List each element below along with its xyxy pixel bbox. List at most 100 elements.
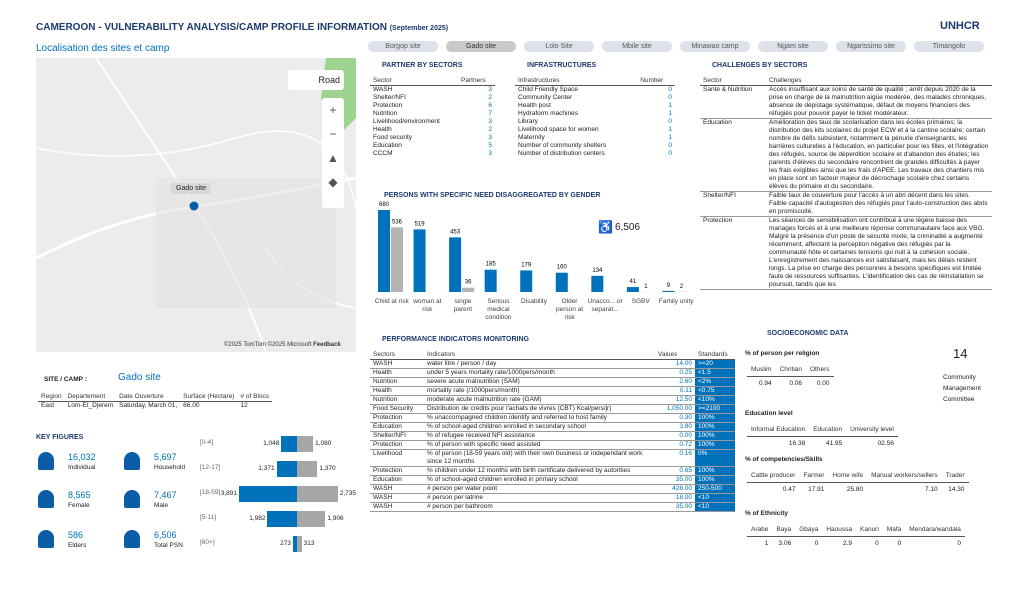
bar — [413, 229, 426, 292]
key-figure-icon — [124, 490, 140, 508]
category-label: Child at risk — [374, 298, 409, 305]
column-header: Region — [38, 393, 65, 402]
pyramid-value-label: 1,906 — [327, 515, 344, 522]
table-row: Education % of school-aged children enrol… — [370, 475, 735, 485]
bar — [378, 210, 390, 292]
socio-table: Arabe Baya Gbaya Haoussa Kanuri Mafa Mendara/w… — [747, 524, 965, 551]
column-header: Sector — [700, 77, 766, 86]
feedback-link[interactable]: Feedback — [313, 342, 341, 348]
site-tab[interactable]: Ngam site — [758, 41, 828, 52]
table-cell: 02.56 — [877, 440, 894, 447]
table-cell: 17.91 — [808, 486, 825, 493]
table: Region Departement Date Ouverture Surface (… — [38, 393, 273, 410]
column-header: Manual workers/sellers — [867, 470, 942, 483]
site-tab[interactable]: Timangolo — [914, 41, 984, 52]
table-cell: Child Friendly Space — [518, 86, 578, 93]
table-cell: Protection — [703, 217, 733, 224]
table-row: Health 2 — [370, 126, 495, 134]
section-title: PARTNER BY SECTORS — [382, 62, 463, 69]
table-cell: Education — [703, 119, 732, 126]
table-cell: Lom-Et_Djerem — [67, 402, 114, 409]
table-row: 16.38 41.95 02.56 — [747, 437, 898, 452]
column-header: Mafa — [882, 524, 906, 537]
socio-table-title: % of Ethnicity — [745, 510, 788, 517]
table-cell: Health — [373, 126, 392, 133]
table-row: Health mortality rate (/1000pers/month) 0.… — [370, 386, 735, 396]
table-cell: Faible taux de couverture pour l'accès à… — [769, 192, 988, 215]
map[interactable]: Road + − ▲ ◆ Gado site ©2025 TomTom ©2025 M… — [36, 58, 356, 352]
table-cell: >=2100 — [695, 404, 735, 414]
table-cell: Nutrition — [373, 396, 398, 403]
date: (September 2025) — [389, 25, 449, 32]
table-cell: % of person with specific need assisted — [427, 441, 541, 448]
column-header: Number — [637, 77, 675, 86]
pyramid-bar — [297, 511, 326, 527]
column-header: Chritian — [775, 364, 806, 377]
table-cell: WASH — [373, 86, 393, 93]
psn-chart: PERSONS WITH SPECIFIC NEED DISAGGREGATED… — [370, 192, 695, 330]
table-header-row: Arabe Baya Gbaya Haoussa Kanuri Mafa Mendara/w… — [747, 524, 965, 537]
table-header-row: Infrastructures Number — [515, 77, 675, 86]
site-tab[interactable]: Mbile site — [602, 41, 672, 52]
table-cell: Saturday, March 01, — [119, 402, 178, 409]
table-cell: Library — [518, 118, 538, 125]
table-cell: <0.75 — [695, 386, 735, 396]
table-cell: <10% — [695, 395, 735, 405]
table-cell: Livelihood — [373, 450, 403, 457]
site-tab[interactable]: Borgop site — [368, 41, 438, 52]
table-cell: <10 — [695, 502, 735, 512]
map-zoom-controls[interactable]: + − ▲ ◆ — [322, 98, 344, 208]
key-figure-label: Total PSN — [154, 542, 183, 549]
table-cell: 3 — [488, 150, 492, 157]
map-style-button[interactable]: Road — [288, 70, 344, 90]
table-cell: 2 — [488, 94, 492, 101]
column-header: Others — [806, 364, 834, 377]
table-cell: Les séances de sensibilisation ont contr… — [769, 217, 985, 288]
table-cell: 3.06 — [778, 540, 792, 547]
column-header: Cattle producer — [747, 470, 800, 483]
key-figure-value: 8,565 — [68, 490, 91, 500]
table-cell: under 5 years mortality rate/1000pers/mo… — [427, 369, 555, 376]
table: Sectors Indicators Values Standards WASH wate… — [370, 351, 735, 512]
table-cell: Maternity — [518, 134, 545, 141]
column-header: Sector — [370, 77, 459, 86]
age-group-label: [60+] — [200, 539, 215, 546]
table-header-row: Sectors Indicators Values Standards — [370, 351, 735, 360]
key-figure-icon — [38, 490, 54, 508]
key-figure-label: Individual — [68, 464, 96, 471]
table-cell: 14.00 — [675, 360, 692, 367]
key-figure-icon — [38, 530, 54, 548]
table-cell: <2% — [695, 377, 735, 387]
table-cell: 1 — [764, 540, 769, 547]
column-header: Infrastructures — [515, 77, 638, 86]
key-figure-value: 5,697 — [154, 452, 177, 462]
table-row: CCCM 3 — [370, 150, 495, 158]
site-tab[interactable]: Gado site — [446, 41, 516, 52]
table-cell: 35.00 — [675, 503, 692, 510]
table-cell: 100% — [695, 475, 735, 485]
category-label: Serious medical condition — [485, 298, 512, 321]
table-header-row: Sector Partners — [370, 77, 495, 86]
pyramid-value-label: 1,982 — [249, 515, 266, 522]
table-cell: Food Security — [373, 405, 414, 412]
pyramid-value-label: 273 — [280, 540, 291, 547]
pyramid-bar — [292, 536, 297, 552]
bar — [662, 290, 675, 292]
table-row: Protection % unaccompagned children ident… — [370, 413, 735, 423]
table-cell: Protection — [373, 102, 403, 109]
table-cell: 100% — [695, 431, 735, 441]
column-header: Kanuri — [856, 524, 883, 537]
table-cell: WASH — [373, 494, 393, 501]
table-cell: 0 — [668, 142, 672, 149]
table-cell: 100% — [695, 413, 735, 423]
table-cell: <10 — [695, 493, 735, 503]
table-cell: Protection — [373, 414, 403, 421]
site-tab[interactable]: Minawao camp — [680, 41, 750, 52]
table-cell: Education — [373, 142, 402, 149]
bar — [449, 237, 462, 292]
site-tab[interactable]: Ngarissimo site — [836, 41, 906, 52]
table-cell: Number of community shelters — [518, 142, 607, 149]
table-cell: Health — [373, 369, 392, 376]
table-cell: 0 — [668, 94, 672, 101]
site-tab[interactable]: Lolo Site — [524, 41, 594, 52]
